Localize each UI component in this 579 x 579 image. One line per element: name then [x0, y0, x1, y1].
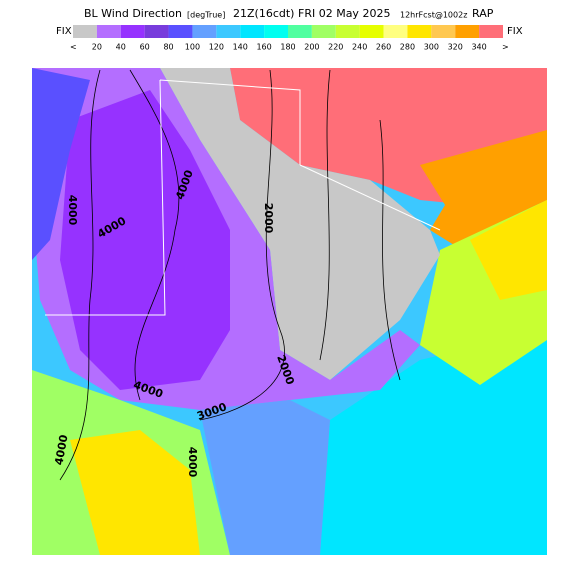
colorbar-left-label: FIX	[56, 26, 72, 37]
contour-label: 4000	[66, 195, 79, 226]
colorbar-box	[479, 25, 503, 38]
colorbar-label: 300	[424, 43, 439, 52]
colorbar-label: 40	[116, 43, 126, 52]
title: BL Wind Direction	[84, 7, 182, 20]
colorbar-right-label: FIX	[507, 26, 523, 37]
colorbar-label: 240	[352, 43, 367, 52]
colorbar-label: 180	[280, 43, 295, 52]
contour-line	[379, 119, 401, 381]
forecast: 12hrFcst@1002z	[400, 11, 467, 20]
colorbar-box	[240, 25, 265, 38]
field-blue	[32, 68, 90, 260]
colorbar-label: 220	[328, 43, 343, 52]
colorbar-box	[216, 25, 241, 38]
header: BL Wind Direction [degTrue] 21Z(16cdt) F…	[84, 7, 494, 20]
colorbar-box	[359, 25, 384, 38]
colorbar: FIX FIX < > 20 40 60 80 100 120 140 160 180 200 22…	[56, 25, 523, 52]
field-yellow	[470, 200, 547, 300]
colorbar-box	[407, 25, 432, 38]
colorbar-label: 80	[163, 43, 173, 52]
colorbar-box	[192, 25, 217, 38]
field-yellow-sw	[70, 430, 200, 555]
colorbar-label: 200	[304, 43, 319, 52]
field-cyan	[320, 330, 547, 555]
colorbar-box	[311, 25, 336, 38]
field-lightblue	[200, 400, 330, 555]
date: FRI 02 May 2025	[298, 7, 390, 20]
colorbar-label: 340	[471, 43, 486, 52]
contour-line	[129, 69, 180, 401]
contour-line	[319, 69, 331, 361]
colorbar-left-arrow: <	[70, 43, 77, 52]
units: [degTrue]	[187, 11, 225, 20]
colorbar-label: 260	[376, 43, 391, 52]
colorbar-box	[335, 25, 360, 38]
colorbar-label: 280	[400, 43, 415, 52]
colorbar-box	[264, 25, 288, 38]
valid-time: 21Z(16cdt)	[233, 7, 294, 20]
colorbar-box	[168, 25, 193, 38]
colorbar-box	[120, 25, 145, 38]
colorbar-label: 120	[209, 43, 224, 52]
field-gray	[160, 68, 440, 380]
colorbar-label: 20	[92, 43, 102, 52]
colorbar-label: 160	[256, 43, 271, 52]
colorbar-label: 320	[448, 43, 463, 52]
colorbar-right-arrow: >	[502, 43, 509, 52]
colorbar-box	[288, 25, 312, 38]
colorbar-box	[96, 25, 121, 38]
contour-line	[199, 69, 285, 421]
colorbar-label: 60	[140, 43, 150, 52]
colorbar-label: 100	[185, 43, 200, 52]
colorbar-box	[383, 25, 408, 38]
contour-line	[59, 69, 101, 481]
model: RAP	[472, 7, 494, 20]
colorbar-box	[144, 25, 169, 38]
contour-label: 4000	[186, 447, 199, 478]
field-orange	[420, 130, 547, 255]
colorbar-box	[73, 25, 97, 38]
state-border	[45, 79, 441, 316]
contour-label: 2000	[262, 203, 275, 234]
colorbar-box	[431, 25, 456, 38]
colorbar-box	[455, 25, 480, 38]
contour-label: 4000	[52, 433, 70, 466]
colorbar-label: 140	[233, 43, 248, 52]
